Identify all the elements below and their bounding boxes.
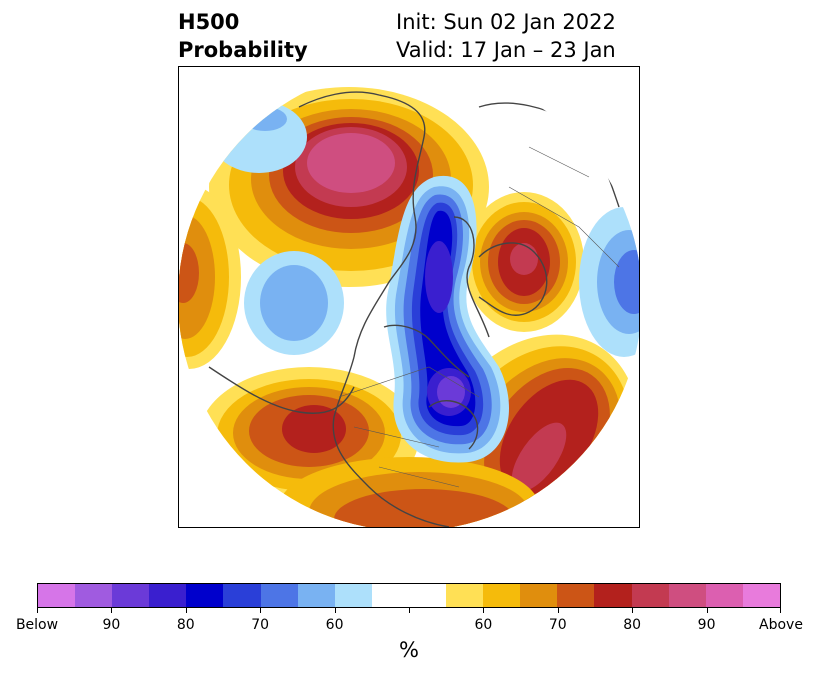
colorbar-segment <box>668 584 706 607</box>
colorbar-segment <box>742 584 780 607</box>
colorbar-tick <box>483 608 485 613</box>
colorbar-tick <box>632 608 634 613</box>
title-right: Init: Sun 02 Jan 2022 Valid: 17 Jan – 23… <box>396 8 616 64</box>
colorbar-segment <box>186 584 224 607</box>
probability-map <box>178 66 640 528</box>
anomaly-above-pacific <box>179 185 241 369</box>
valid-period: Valid: 17 Jan – 23 Jan <box>396 38 616 62</box>
title-left: H500 Probability <box>178 8 308 64</box>
political-borders <box>338 146 620 488</box>
title-metric: Probability <box>178 38 308 62</box>
colorbar-segment <box>223 584 261 607</box>
colorbar-segment <box>631 584 669 607</box>
colorbar-segment <box>408 584 447 607</box>
colorbar-tick-label: 60 <box>325 617 344 633</box>
init-time: Init: Sun 02 Jan 2022 <box>396 10 616 34</box>
colorbar-tick <box>334 608 336 613</box>
anomaly-above-south-us <box>279 457 539 527</box>
colorbar-segment <box>260 584 298 607</box>
colorbar-segment <box>557 584 595 607</box>
colorbar-tick-label: 90 <box>102 617 121 633</box>
colorbar-segment <box>483 584 521 607</box>
colorbar-segment <box>38 584 76 607</box>
colorbar-ticks <box>37 608 781 614</box>
colorbar-tick-label: 60 <box>474 617 493 633</box>
colorbar-segment <box>520 584 558 607</box>
map-canvas <box>179 67 639 527</box>
colorbar-tick-label: 80 <box>623 617 642 633</box>
anomaly-below-gulf-alaska <box>244 251 344 355</box>
anomaly-below-russia <box>579 207 639 357</box>
colorbar-tick-label: Above <box>759 617 803 633</box>
colorbar-tick <box>37 608 38 613</box>
colorbar-tick <box>409 608 410 613</box>
colorbar-tick-label: 70 <box>548 617 567 633</box>
colorbar-segment <box>112 584 150 607</box>
colorbar-tick <box>111 608 113 613</box>
title-variable: H500 <box>178 10 240 34</box>
colorbar-segment <box>297 584 335 607</box>
colorbar-tick <box>706 608 708 613</box>
colorbar-tick <box>260 608 262 613</box>
anomaly-above-europe <box>464 192 584 332</box>
colorbar-unit: % <box>399 638 419 662</box>
colorbar-tick-label: 70 <box>251 617 270 633</box>
colorbar-segment <box>371 584 409 607</box>
colorbar <box>37 583 781 608</box>
colorbar-segment <box>149 584 187 607</box>
colorbar-tick <box>185 608 187 613</box>
colorbar-segment <box>75 584 113 607</box>
colorbar-tick-label: 90 <box>697 617 716 633</box>
colorbar-tick <box>557 608 559 613</box>
colorbar-tick-label: 80 <box>176 617 195 633</box>
probability-field <box>179 67 639 527</box>
colorbar-tick <box>780 608 781 613</box>
anomaly-below-siberia <box>211 101 307 173</box>
colorbar-segment <box>446 584 484 607</box>
colorbar-tick-label: Below <box>15 617 59 633</box>
colorbar-segment <box>594 584 632 607</box>
colorbar-segment <box>334 584 372 607</box>
colorbar-segment <box>705 584 743 607</box>
